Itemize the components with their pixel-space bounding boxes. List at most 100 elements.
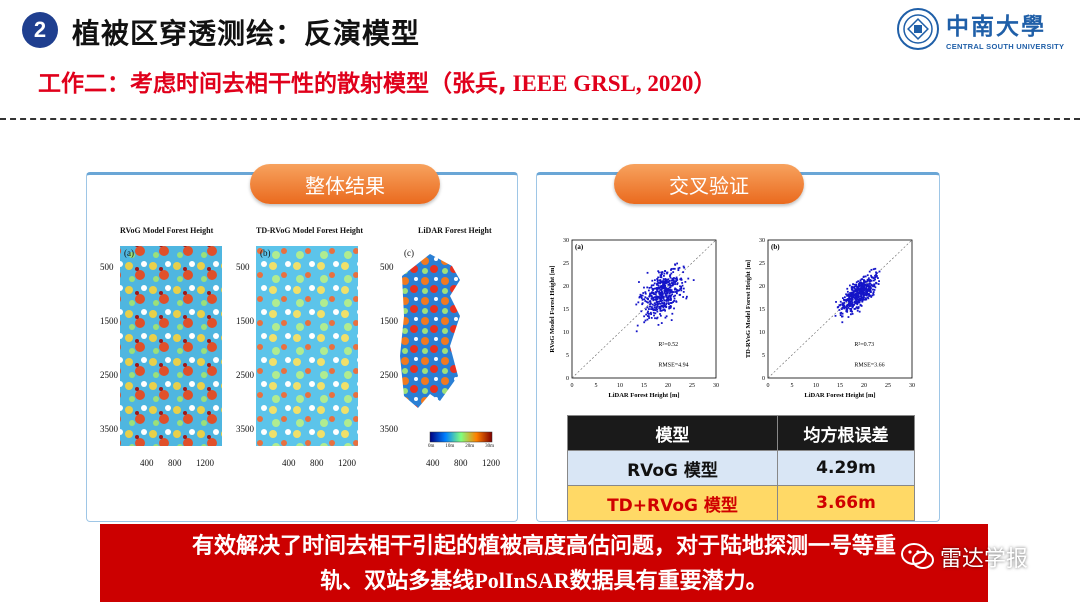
scatter-point: [659, 276, 662, 278]
scatter-point: [653, 279, 656, 282]
y-axis-label: TD-RVoG Model Forest Height [m]: [745, 260, 752, 358]
scatter-point: [854, 297, 857, 300]
scatter-point: [839, 314, 842, 317]
scatter-point: [659, 314, 662, 317]
scatter-point: [664, 270, 666, 272]
x-tick-label: 5: [791, 383, 794, 389]
scatter-point: [671, 277, 674, 280]
y-tick-label: 15: [759, 307, 765, 313]
scatter-point: [850, 299, 853, 302]
scatter-point: [845, 306, 847, 309]
scatter-point: [676, 283, 679, 286]
scatter-point: [664, 281, 667, 284]
scatter-point: [875, 272, 878, 275]
scatter-point: [871, 276, 874, 279]
x-tick-label: 20: [861, 383, 867, 389]
scatter-point: [656, 300, 659, 303]
scatter-point: [846, 287, 849, 290]
scatter-point: [659, 282, 662, 285]
scatter-point: [874, 278, 876, 281]
scatter-point: [865, 294, 868, 297]
map-x-tick: 1200: [196, 458, 214, 468]
y-tick-label: 0: [566, 376, 569, 382]
scatter-point: [638, 296, 641, 299]
scatter-point: [867, 289, 870, 292]
scatter-point: [654, 312, 657, 315]
scatter-point: [670, 294, 673, 297]
scatter-point: [665, 303, 668, 306]
scatter-point: [658, 307, 661, 309]
scatter-point: [662, 306, 665, 309]
scatter-point: [856, 291, 859, 293]
scatter-point: [656, 316, 659, 319]
scatter-point: [656, 280, 659, 283]
scatter-point: [678, 266, 681, 269]
scatter-point: [648, 315, 650, 318]
scatter-point: [644, 319, 647, 322]
scatter-point: [859, 295, 862, 298]
scatter-point: [667, 299, 670, 302]
scatter-point: [658, 300, 660, 303]
scatter-point: [649, 292, 652, 295]
scatter-point: [662, 309, 665, 311]
scatter-point: [859, 304, 862, 306]
scatter-point: [663, 272, 666, 275]
scatter-point: [852, 290, 855, 293]
y-tick-label: 25: [759, 261, 765, 267]
scatter-point: [862, 296, 865, 299]
scatter-point: [859, 279, 862, 282]
scatter-point: [635, 303, 638, 306]
scatter-point: [878, 280, 880, 283]
scatter-point: [650, 294, 653, 297]
scatter-point: [858, 283, 860, 286]
scatter-point: [672, 283, 675, 286]
scatter-point: [868, 280, 871, 283]
conclusion-line-2b: PolInSAR: [474, 568, 570, 593]
scatter-point: [654, 296, 656, 298]
scatter-point: [852, 304, 855, 306]
colorbar-tick: 20m: [465, 444, 475, 449]
scatter-point: [867, 284, 869, 287]
scatter-point: [654, 309, 657, 312]
map-rvog-label: (a): [124, 248, 134, 258]
scatter-point: [664, 316, 667, 319]
scatter-point: [675, 280, 678, 282]
subtitle: 工作二：考虑时间去相干性的散射模型（张兵, IEEE GRSL, 2020）: [38, 64, 716, 98]
scatter-point: [851, 310, 853, 313]
scatter-point: [669, 274, 672, 276]
scatter-point: [643, 286, 645, 289]
stat-annotation: R²=0.52: [658, 342, 678, 348]
scatter-point: [666, 291, 668, 294]
scatter-point: [860, 278, 863, 281]
scatter-point: [868, 283, 871, 285]
scatter-point: [860, 305, 863, 307]
scatter-point: [842, 303, 845, 305]
scatter-point: [670, 305, 672, 308]
scatter-point: [648, 305, 651, 308]
scatter-point: [674, 280, 676, 283]
scatter-point: [674, 283, 676, 286]
map-x-tick: 400: [140, 458, 154, 468]
scatter-point: [669, 286, 672, 289]
scatter-point: [865, 280, 868, 283]
scatter-point: [660, 280, 663, 283]
scatter-point: [643, 298, 646, 301]
scatter-point: [843, 304, 846, 307]
scatter-point: [663, 286, 665, 289]
scatter-point: [655, 301, 658, 304]
scatter-point: [875, 275, 878, 278]
scatter-point: [673, 267, 676, 270]
scatter-point: [874, 274, 876, 277]
scatter-point: [868, 270, 871, 273]
scatter-point: [656, 290, 659, 293]
scatter-point: [659, 297, 662, 300]
scatter-point: [661, 293, 664, 296]
scatter-point: [849, 307, 851, 310]
map-y-tick: 500: [380, 262, 394, 272]
scatter-point: [669, 291, 672, 293]
scatter-point: [648, 293, 651, 296]
scatter-point: [845, 293, 847, 296]
x-tick-label: 0: [571, 383, 574, 389]
y-axis-label: RVoG Model Forest Height [m]: [549, 265, 556, 352]
map-title-rvog: RVoG Model Forest Height: [120, 226, 214, 235]
